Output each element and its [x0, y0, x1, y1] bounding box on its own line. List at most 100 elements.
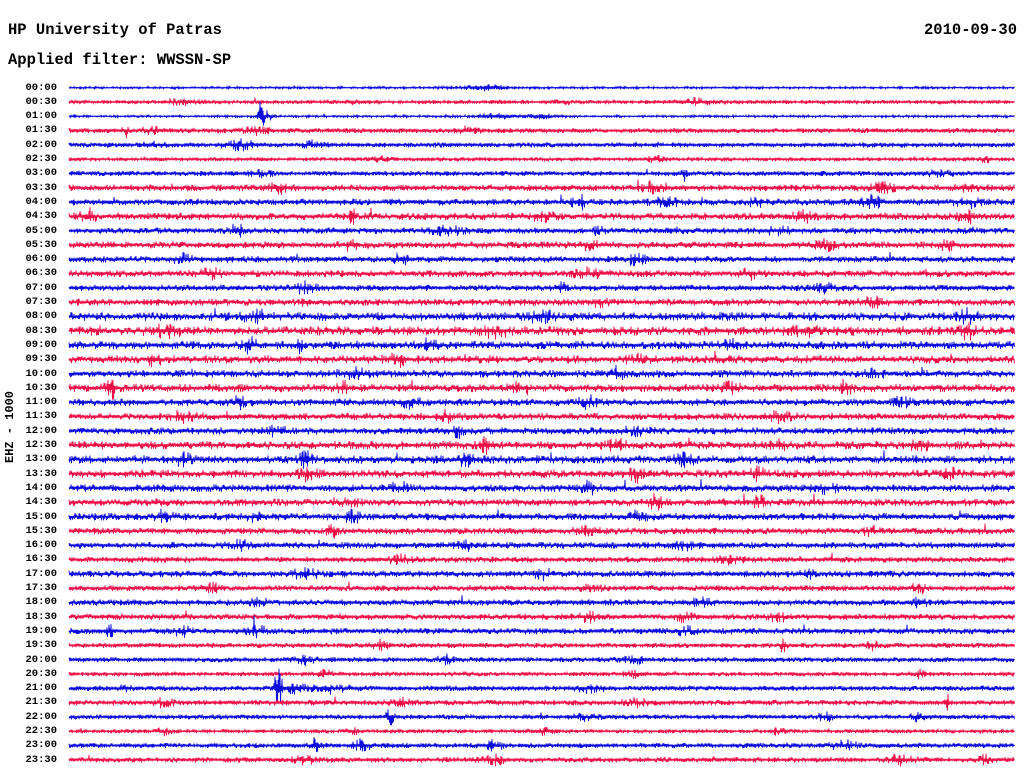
trace-row-03:00 — [68, 168, 1015, 182]
time-label-10:00: 10:00 — [25, 367, 57, 380]
trace-row-06:00 — [68, 251, 1015, 267]
trace-row-11:30 — [68, 409, 1015, 425]
trace-row-12:00 — [68, 424, 1015, 439]
time-label-19:30: 19:30 — [25, 639, 57, 652]
trace-row-18:00 — [68, 595, 1015, 609]
trace-row-13:00 — [68, 450, 1015, 469]
trace-row-00:30 — [68, 97, 1015, 106]
trace-row-17:00 — [68, 567, 1015, 582]
trace-row-22:00 — [68, 709, 1015, 726]
time-label-05:30: 05:30 — [25, 238, 57, 251]
time-label-22:00: 22:00 — [25, 710, 57, 723]
time-label-02:00: 02:00 — [25, 138, 57, 151]
time-label-12:00: 12:00 — [25, 424, 57, 437]
time-label-03:30: 03:30 — [25, 181, 57, 194]
trace-row-11:00 — [68, 394, 1015, 411]
time-label-08:30: 08:30 — [25, 324, 57, 337]
time-label-17:30: 17:30 — [25, 582, 57, 594]
trace-row-21:00 — [68, 668, 1015, 704]
trace-row-09:00 — [68, 336, 1015, 355]
time-label-23:00: 23:00 — [25, 739, 57, 752]
time-label-10:30: 10:30 — [25, 381, 57, 394]
time-label-07:30: 07:30 — [25, 296, 57, 308]
time-label-04:30: 04:30 — [25, 210, 57, 223]
time-label-06:00: 06:00 — [25, 253, 57, 266]
time-label-03:00: 03:00 — [25, 167, 57, 180]
trace-row-23:30 — [68, 753, 1015, 767]
trace-row-23:00 — [68, 737, 1015, 753]
time-label-02:30: 02:30 — [25, 153, 57, 165]
time-label-17:00: 17:00 — [25, 567, 57, 580]
time-label-23:30: 23:30 — [25, 753, 57, 766]
time-label-04:00: 04:00 — [25, 195, 57, 208]
time-label-07:00: 07:00 — [25, 281, 57, 294]
date-label: 2010-09-30 — [923, 21, 1017, 39]
trace-row-14:30 — [68, 493, 1015, 511]
time-label-22:30: 22:30 — [25, 725, 57, 737]
station-title: HP University of Patras — [8, 21, 222, 39]
trace-row-18:30 — [68, 610, 1015, 624]
time-label-14:00: 14:00 — [25, 481, 57, 494]
time-label-18:30: 18:30 — [25, 610, 57, 623]
trace-row-08:30 — [68, 322, 1015, 341]
trace-row-09:30 — [68, 350, 1015, 368]
trace-row-21:30 — [68, 693, 1015, 711]
trace-row-15:00 — [68, 508, 1015, 524]
trace-row-04:30 — [68, 207, 1015, 225]
time-label-16:00: 16:00 — [25, 539, 57, 552]
time-label-21:00: 21:00 — [25, 682, 57, 695]
time-label-21:30: 21:30 — [25, 696, 57, 709]
trace-row-16:30 — [68, 552, 1015, 566]
trace-row-14:00 — [68, 479, 1015, 496]
time-label-01:30: 01:30 — [25, 124, 57, 137]
trace-row-02:30 — [68, 155, 1015, 164]
trace-row-10:30 — [68, 378, 1015, 400]
trace-row-12:30 — [68, 436, 1015, 455]
time-label-13:00: 13:00 — [25, 453, 57, 466]
trace-row-20:30 — [68, 668, 1015, 680]
time-label-06:30: 06:30 — [25, 267, 57, 280]
trace-row-01:30 — [68, 125, 1015, 139]
trace-row-05:30 — [68, 237, 1015, 253]
time-label-00:00: 00:00 — [25, 81, 57, 94]
trace-row-08:00 — [68, 306, 1015, 325]
trace-row-10:00 — [68, 364, 1015, 380]
time-label-12:30: 12:30 — [25, 439, 57, 451]
trace-row-01:00 — [68, 101, 1015, 126]
trace-row-22:30 — [68, 726, 1015, 737]
trace-row-15:30 — [68, 523, 1015, 539]
trace-row-02:00 — [68, 138, 1015, 152]
trace-row-16:00 — [68, 538, 1015, 552]
trace-row-19:30 — [68, 638, 1015, 653]
trace-row-03:30 — [68, 179, 1015, 195]
time-label-01:00: 01:00 — [25, 110, 57, 123]
trace-row-07:00 — [68, 280, 1015, 295]
time-label-20:00: 20:00 — [25, 653, 57, 666]
trace-row-04:00 — [68, 193, 1015, 211]
time-label-19:00: 19:00 — [25, 624, 57, 637]
time-label-09:00: 09:00 — [25, 338, 57, 351]
time-label-20:30: 20:30 — [25, 667, 57, 680]
trace-row-13:30 — [68, 465, 1015, 484]
time-label-14:30: 14:30 — [25, 496, 57, 509]
time-label-18:00: 18:00 — [25, 596, 57, 609]
time-label-15:30: 15:30 — [25, 524, 57, 537]
time-label-11:00: 11:00 — [25, 396, 57, 409]
time-label-13:30: 13:30 — [25, 467, 57, 480]
applied-filter-label: Applied filter: WWSSN-SP — [8, 51, 232, 69]
trace-row-05:00 — [68, 223, 1015, 238]
time-label-08:00: 08:00 — [25, 310, 57, 323]
time-label-05:00: 05:00 — [25, 224, 57, 237]
trace-row-06:30 — [68, 266, 1015, 281]
time-label-11:30: 11:30 — [25, 410, 57, 423]
time-label-09:30: 09:30 — [25, 353, 57, 366]
trace-row-00:00 — [68, 84, 1015, 92]
trace-row-20:00 — [68, 653, 1015, 667]
trace-row-17:30 — [68, 581, 1015, 595]
trace-row-07:30 — [68, 295, 1015, 309]
time-label-15:00: 15:00 — [25, 510, 57, 523]
time-label-16:30: 16:30 — [25, 553, 57, 566]
trace-row-19:00 — [68, 615, 1015, 639]
